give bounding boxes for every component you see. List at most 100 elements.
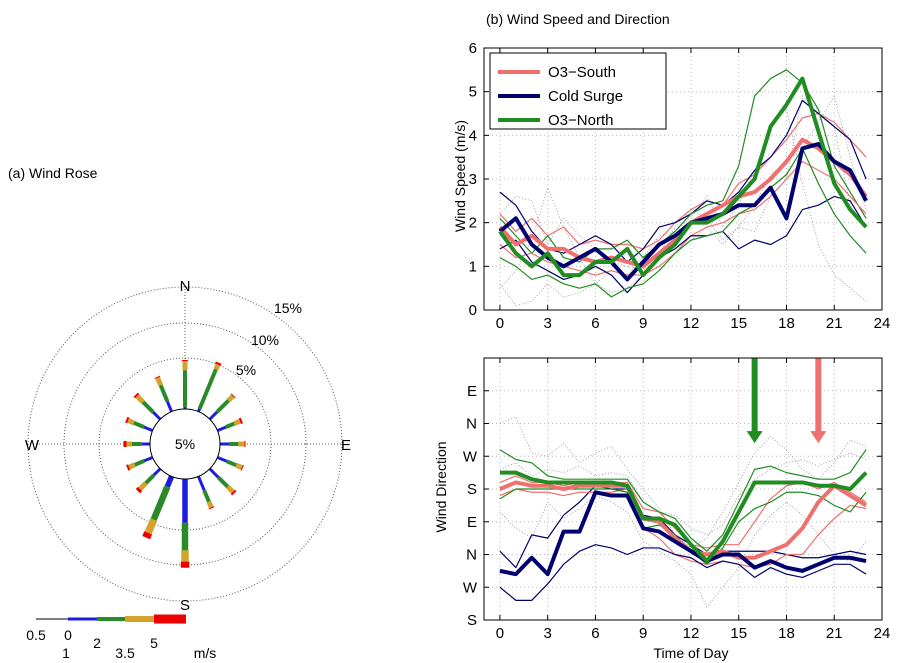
x-tick-label: 6 xyxy=(591,315,599,332)
series-line xyxy=(498,142,868,282)
speed-bin-label-2: 2 xyxy=(93,635,101,651)
y-tick-label: W xyxy=(463,579,478,596)
series-line xyxy=(499,490,867,577)
bottom-xlabel: Time of Day xyxy=(654,645,729,661)
x-tick-label: 12 xyxy=(683,625,700,642)
rose-bar-segment xyxy=(233,418,241,426)
rose-bar-segment xyxy=(230,393,236,399)
spread-line xyxy=(499,416,867,549)
rose-bar-segment xyxy=(202,489,211,503)
rose-bar-segment xyxy=(165,400,173,413)
annotation-arrowhead xyxy=(746,431,763,444)
y-tick-label: S xyxy=(467,612,477,629)
rose-bar-segment xyxy=(215,399,230,414)
y-tick-label: 4 xyxy=(469,127,477,144)
x-tick-label: 0 xyxy=(496,315,504,332)
x-tick-label: 3 xyxy=(544,625,552,642)
ring-label-15: 15% xyxy=(274,300,302,316)
series-line xyxy=(499,485,867,569)
spread-line xyxy=(499,95,867,307)
rose-bar-segment xyxy=(225,459,237,468)
series-line xyxy=(499,470,868,564)
x-tick-label: 24 xyxy=(874,625,891,642)
rose-bar-segment xyxy=(135,486,143,494)
rose-bar-segment xyxy=(197,368,218,410)
y-tick-label: E xyxy=(467,383,477,400)
series-line xyxy=(499,147,867,298)
top-title: (b) Wind Speed and Direction xyxy=(486,11,670,27)
x-tick-label: 18 xyxy=(778,625,795,642)
y-tick-label: 3 xyxy=(469,171,477,188)
compass-s: S xyxy=(180,597,190,614)
y-tick-label: S xyxy=(467,481,477,498)
plot-area xyxy=(498,69,868,307)
rose-center-circle xyxy=(149,408,221,480)
rose-bar-segment xyxy=(141,400,155,414)
rose-bar-segment xyxy=(226,485,235,494)
speed-unit-label: m/s xyxy=(194,645,217,661)
rose-bar-segment xyxy=(125,416,130,424)
speed-bin-label-0p5: 0.5 xyxy=(26,627,46,643)
bottom-ylabel: Wind Direction xyxy=(433,441,449,532)
y-tick-label: 0 xyxy=(469,302,477,319)
rose-bar-segment xyxy=(216,456,228,463)
rose-bar-segment xyxy=(208,467,220,479)
ring-label-10: 10% xyxy=(251,332,279,348)
compass-n: N xyxy=(180,278,191,295)
plot-area xyxy=(499,416,868,608)
rose-bar-segment xyxy=(206,500,214,509)
x-tick-label: 15 xyxy=(730,315,747,332)
rose-bar-segment xyxy=(215,361,222,366)
series-line xyxy=(499,112,867,250)
spread-line xyxy=(499,108,867,302)
rose-bar-segment xyxy=(142,531,153,540)
speed-bin-label-0: 0 xyxy=(64,627,72,643)
wind-rose-panel: (a) Wind Rose 5% N E S W 5% 10% 15% 0.5 … xyxy=(8,165,351,661)
y-tick-label: 2 xyxy=(469,215,477,232)
x-tick-label: 9 xyxy=(639,625,647,642)
x-tick-label: 3 xyxy=(544,315,552,332)
rose-bar-segment xyxy=(226,394,235,403)
spread-line xyxy=(499,495,867,608)
wind-speed-panel: (b) Wind Speed and Direction Wind Speed … xyxy=(452,11,890,332)
y-tick-label: 1 xyxy=(469,258,477,275)
rose-bar-segment xyxy=(197,475,206,492)
rose-bar-segment xyxy=(133,459,145,467)
rose-bar-segment xyxy=(135,394,145,404)
x-tick-label: 9 xyxy=(639,315,647,332)
y-tick-label: W xyxy=(463,448,478,465)
legend-label: O3−South xyxy=(548,64,616,81)
rose-bar-segment xyxy=(213,363,221,371)
legend-label: Cold Surge xyxy=(548,88,623,105)
rose-bars xyxy=(123,360,246,568)
series-line xyxy=(499,99,867,263)
rose-bar-segment xyxy=(128,462,136,470)
rose-bar-segment xyxy=(164,475,175,488)
rose-bar-segment xyxy=(133,420,145,429)
top-ylabel: Wind Speed (m/s) xyxy=(452,120,468,232)
speed-legend: 0.5 0 1 2 3.5 5 m/s xyxy=(26,614,217,661)
ring-label-5: 5% xyxy=(236,362,256,378)
x-tick-label: 15 xyxy=(730,625,747,642)
series-line xyxy=(499,544,867,601)
rose-bar-segment xyxy=(152,467,162,477)
rose-bar-segment xyxy=(158,384,170,403)
rose-bar-segment xyxy=(143,425,154,432)
compass-e: E xyxy=(341,437,351,454)
x-tick-label: 6 xyxy=(591,625,599,642)
rose-bar-segment xyxy=(230,489,237,496)
series-line xyxy=(499,195,867,294)
rose-bar-segment xyxy=(216,425,227,432)
x-tick-label: 0 xyxy=(496,625,504,642)
legend-label: O3−North xyxy=(548,112,613,129)
speed-bin-label-5: 5 xyxy=(150,635,158,651)
rose-title: (a) Wind Rose xyxy=(8,165,98,181)
rose-bar-segment xyxy=(138,481,148,491)
compass-w: W xyxy=(25,437,40,454)
legend-box xyxy=(489,52,667,130)
wind-direction-panel: Wind Direction Time of Day 0 3 6 9 12 15 18 21 2… xyxy=(433,357,891,661)
x-tick-label: 21 xyxy=(826,625,843,642)
y-tick-label: N xyxy=(466,416,477,433)
series-line xyxy=(499,488,867,569)
